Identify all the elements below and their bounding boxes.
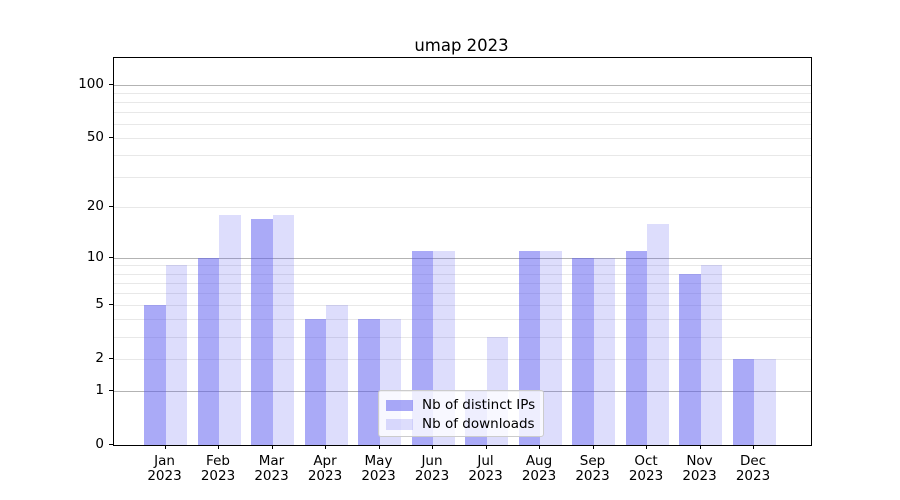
x-tick-mark xyxy=(325,445,326,449)
legend-swatch xyxy=(386,399,413,411)
chart-title: umap 2023 xyxy=(414,36,509,55)
x-tick-mark xyxy=(592,445,594,449)
minor-gridline xyxy=(114,293,811,295)
bar-nb-of-downloads xyxy=(700,265,722,445)
bar-nb-of-distinct-ips xyxy=(251,219,273,445)
y-tick-label: 10 xyxy=(86,248,104,265)
legend-item: Nb of distinct IPs xyxy=(386,397,536,413)
minor-gridline xyxy=(114,305,811,307)
bar-nb-of-distinct-ips xyxy=(625,251,647,445)
x-tick-mark xyxy=(271,445,273,449)
x-tick-label: Apr 2023 xyxy=(307,453,343,484)
minor-gridline xyxy=(114,359,811,361)
minor-gridline xyxy=(114,124,811,126)
legend-label: Nb of distinct IPs xyxy=(422,397,536,413)
x-tick-mark xyxy=(164,445,166,449)
legend-swatch xyxy=(386,418,413,430)
y-tick-mark xyxy=(109,389,113,391)
bar-nb-of-distinct-ips xyxy=(144,305,166,445)
minor-gridline xyxy=(114,336,811,338)
legend-label: Nb of downloads xyxy=(422,416,535,432)
x-tick-label: Dec 2023 xyxy=(735,453,771,484)
bar-nb-of-downloads xyxy=(647,223,669,445)
y-tick-label: 50 xyxy=(86,129,104,146)
bar-nb-of-distinct-ips xyxy=(358,319,380,445)
plot-area: Nb of distinct IPs Nb of downloads xyxy=(113,57,812,446)
major-gridline xyxy=(114,84,811,86)
minor-gridline xyxy=(114,138,811,140)
y-tick-mark xyxy=(109,83,113,85)
y-tick-mark xyxy=(109,206,113,208)
bar-nb-of-downloads xyxy=(754,359,776,445)
bar-nb-of-downloads xyxy=(593,257,615,445)
y-tick-mark xyxy=(109,256,113,258)
minor-gridline xyxy=(114,282,811,284)
x-tick-mark xyxy=(539,445,540,449)
bar-nb-of-distinct-ips xyxy=(197,257,219,445)
y-tick-mark xyxy=(109,137,113,139)
x-tick-label: Jan 2023 xyxy=(147,453,182,484)
y-tick-label: 2 xyxy=(95,350,104,367)
x-tick-label: Aug 2023 xyxy=(521,453,557,484)
bar-nb-of-distinct-ips xyxy=(732,359,754,445)
y-tick-mark xyxy=(109,358,113,360)
x-tick-label: Oct 2023 xyxy=(628,453,664,484)
bar-nb-of-distinct-ips xyxy=(304,319,326,445)
bar-nb-of-distinct-ips xyxy=(572,257,594,445)
minor-gridline xyxy=(114,207,811,209)
x-tick-label: May 2023 xyxy=(361,453,396,484)
minor-gridline xyxy=(114,112,811,114)
x-tick-label: Feb 2023 xyxy=(200,453,236,484)
bar-nb-of-downloads xyxy=(272,215,294,445)
bar-nb-of-distinct-ips xyxy=(679,273,701,445)
x-tick-mark xyxy=(699,445,701,449)
minor-gridline xyxy=(114,102,811,104)
bar-nb-of-downloads xyxy=(326,305,348,445)
bar-nb-of-downloads xyxy=(540,251,562,445)
minor-gridline xyxy=(114,155,811,157)
minor-gridline xyxy=(114,176,811,178)
x-tick-label: Sep 2023 xyxy=(575,453,610,484)
major-gridline xyxy=(114,257,811,259)
x-tick-label: Nov 2023 xyxy=(682,453,717,484)
x-tick-mark xyxy=(485,445,487,449)
bar-nb-of-downloads xyxy=(219,215,241,445)
minor-gridline xyxy=(114,265,811,267)
minor-gridline xyxy=(114,273,811,275)
x-tick-label: Mar 2023 xyxy=(254,453,289,484)
x-tick-mark xyxy=(218,445,219,449)
y-tick-label: 20 xyxy=(86,198,104,215)
x-tick-mark xyxy=(378,445,380,449)
bar-nb-of-downloads xyxy=(165,265,187,445)
y-tick-label: 5 xyxy=(95,296,104,313)
y-tick-mark xyxy=(109,304,113,306)
x-tick-mark xyxy=(753,445,754,449)
minor-gridline xyxy=(114,92,811,94)
y-tick-label: 0 xyxy=(95,436,104,452)
y-tick-label: 1 xyxy=(95,381,104,398)
y-tick-label: 100 xyxy=(78,75,104,92)
x-tick-label: Jul 2023 xyxy=(468,453,503,484)
minor-gridline xyxy=(114,319,811,321)
x-tick-label: Jun 2023 xyxy=(414,453,450,484)
legend-item: Nb of downloads xyxy=(386,416,535,432)
x-tick-mark xyxy=(432,445,433,449)
x-tick-mark xyxy=(646,445,647,449)
y-tick-mark xyxy=(109,444,113,445)
legend: Nb of distinct IPs Nb of downloads xyxy=(378,390,544,437)
